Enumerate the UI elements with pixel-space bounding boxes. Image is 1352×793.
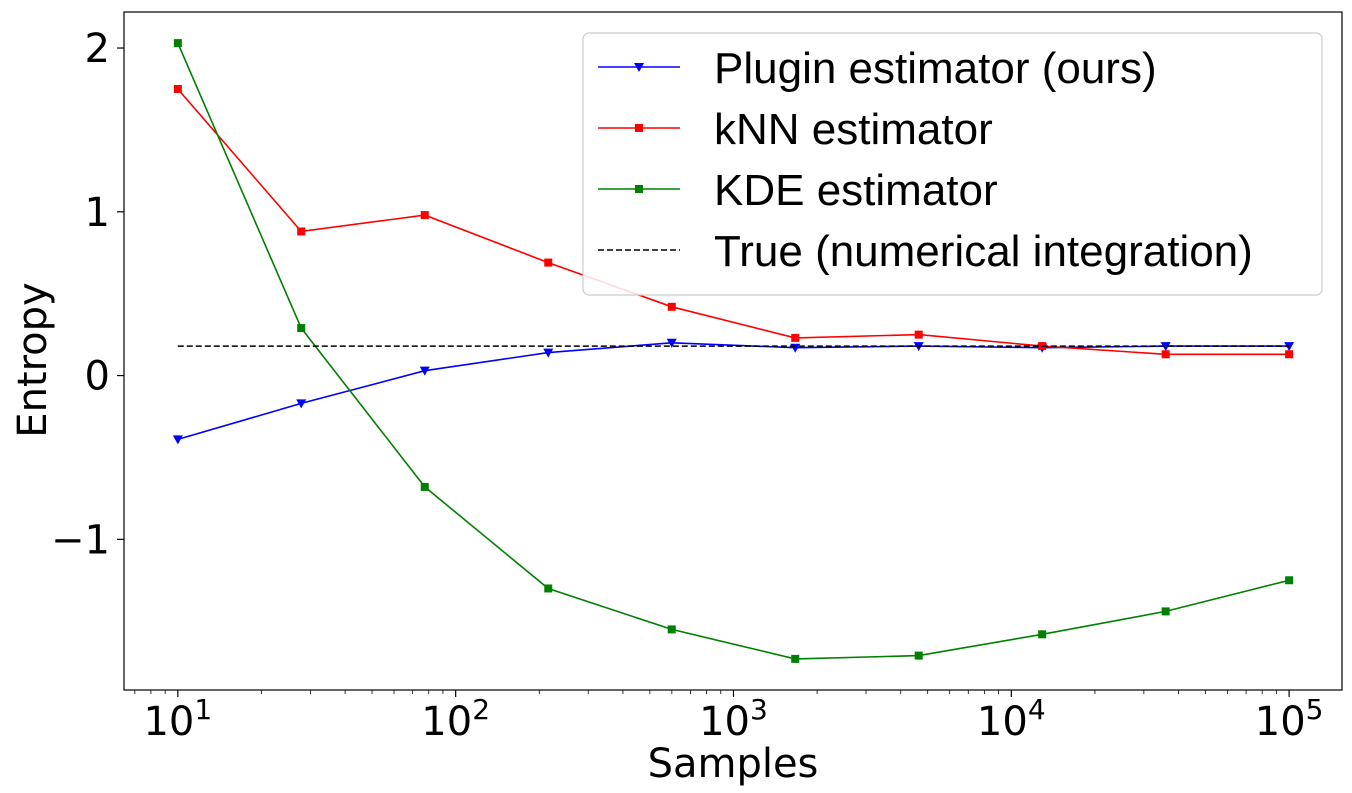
series-1-point-2 bbox=[420, 211, 429, 220]
series-1-point-4 bbox=[667, 302, 676, 311]
series-0-point-8 bbox=[1160, 342, 1171, 352]
legend-label-1: kNN estimator bbox=[714, 105, 993, 154]
series-1-point-0 bbox=[173, 84, 182, 93]
legend-marker-1 bbox=[635, 124, 643, 132]
series-1-point-3 bbox=[544, 258, 553, 267]
legend-label-0: Plugin estimator (ours) bbox=[714, 44, 1157, 93]
series-line-1 bbox=[177, 88, 1290, 356]
series-line-0 bbox=[177, 341, 1290, 441]
series-0-point-9 bbox=[1284, 342, 1295, 352]
x-tick-label-0: 101 bbox=[143, 693, 212, 745]
series-line-2 bbox=[177, 42, 1290, 660]
legend-label-2: KDE estimator bbox=[714, 166, 998, 215]
series-1-point-1 bbox=[297, 227, 306, 236]
series-1-point-8 bbox=[1161, 350, 1170, 359]
y-tick-label-1: 1 bbox=[85, 190, 110, 236]
series-2-point-8 bbox=[1161, 607, 1170, 616]
series-2-point-6 bbox=[914, 651, 923, 660]
series-0-point-2 bbox=[419, 366, 430, 376]
series-0-point-1 bbox=[296, 399, 307, 409]
x-tick-label-1: 102 bbox=[421, 693, 490, 745]
series-0-point-4 bbox=[666, 338, 677, 348]
series-2-point-9 bbox=[1285, 576, 1294, 585]
series-1-point-9 bbox=[1285, 350, 1294, 359]
legend-marker-2 bbox=[635, 185, 643, 193]
y-axis-title: Entropy bbox=[10, 282, 56, 437]
series-layer bbox=[172, 39, 1295, 663]
y-tick-label-0: 2 bbox=[85, 26, 110, 72]
series-2-point-3 bbox=[544, 584, 553, 593]
y-tick-label-2: 0 bbox=[85, 354, 110, 400]
legend: Plugin estimator (ours) kNN estimator KDE … bbox=[582, 32, 1323, 296]
series-0-point-0 bbox=[172, 435, 183, 445]
series-2-point-0 bbox=[173, 39, 182, 48]
x-tick-label-4: 105 bbox=[1255, 693, 1324, 745]
series-1-point-6 bbox=[914, 330, 923, 339]
series-2-point-2 bbox=[420, 482, 429, 491]
series-2-point-4 bbox=[667, 625, 676, 634]
legend-label-3: True (numerical integration) bbox=[714, 227, 1253, 276]
series-0-point-3 bbox=[543, 348, 554, 358]
ticks-layer: 101 102 103 104 105 2 1 0 −1 bbox=[51, 26, 1323, 745]
y-tick-label-3: −1 bbox=[51, 517, 110, 563]
legend-marker-0 bbox=[634, 63, 644, 72]
x-tick-label-2: 103 bbox=[699, 693, 768, 745]
x-axis-title: Samples bbox=[648, 741, 819, 787]
x-tick-label-3: 104 bbox=[977, 693, 1046, 745]
series-2-point-1 bbox=[297, 324, 306, 333]
series-2-point-7 bbox=[1038, 630, 1047, 639]
legend-box bbox=[582, 32, 1323, 296]
series-1-point-5 bbox=[791, 333, 800, 342]
series-2-point-5 bbox=[791, 654, 800, 663]
